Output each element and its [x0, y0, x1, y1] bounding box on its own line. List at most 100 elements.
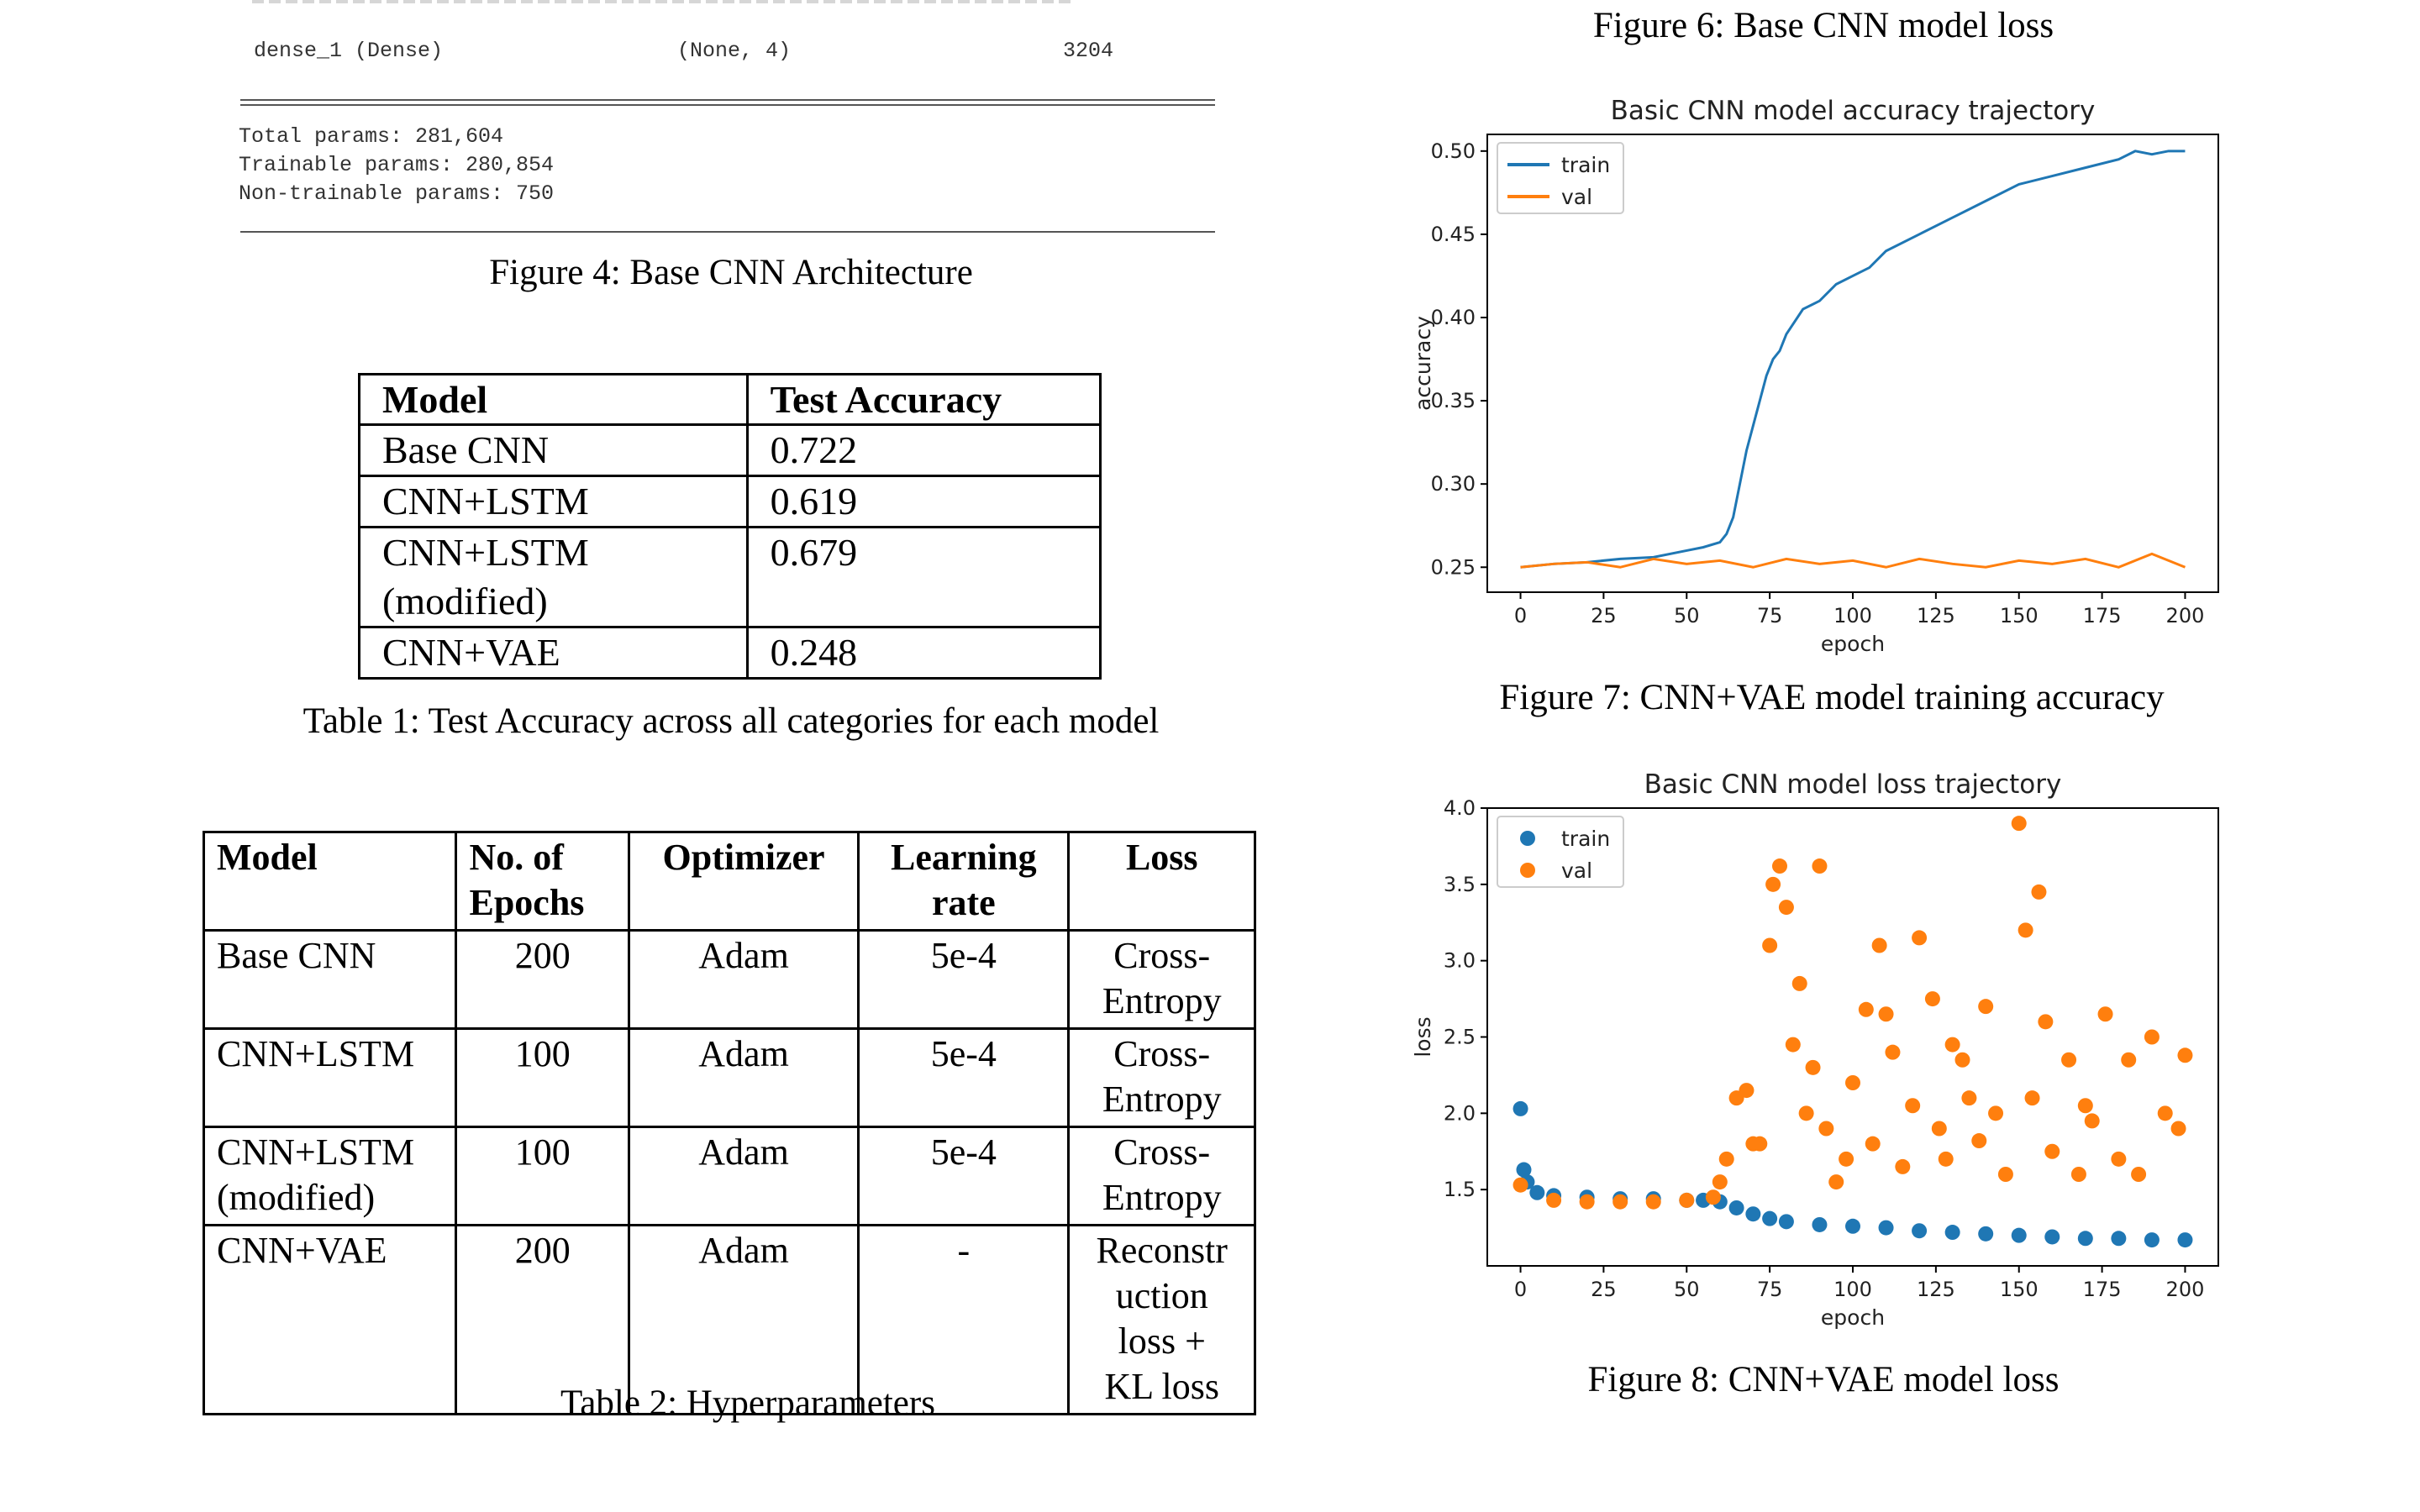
column-header-line2: rate: [931, 882, 996, 923]
data-point-val: [1765, 876, 1781, 892]
table-header-row: Model Test Accuracy: [358, 373, 1102, 426]
y-tick-label: 3.0: [1444, 949, 1476, 973]
data-point-train: [1728, 1200, 1744, 1215]
data-point-val: [1579, 1194, 1595, 1210]
loss-trajectory-chart: Basic CNN model loss trajectory 0 25 50 75 10…: [1412, 769, 2219, 1330]
table-2-caption: Table 2: Hyperparameters: [560, 1383, 935, 1423]
data-point-val: [1546, 1192, 1562, 1208]
data-point-val: [2061, 1052, 2077, 1068]
data-point-val: [1739, 1083, 1754, 1099]
chart-title: Basic CNN model loss trajectory: [1644, 769, 2062, 800]
x-tick-label: 100: [1833, 604, 1872, 627]
model-cell: CNN+LSTM: [382, 480, 589, 522]
loss-cell-line2: Entropy: [1102, 1079, 1222, 1120]
x-tick-label: 200: [2166, 604, 2205, 627]
data-point-train: [1812, 1216, 1828, 1232]
data-point-val: [2111, 1151, 2127, 1167]
data-point-val: [2018, 922, 2033, 938]
data-point-train: [2011, 1227, 2027, 1243]
x-tick-label: 150: [2000, 1278, 2039, 1301]
lr-cell: -: [857, 1224, 1071, 1415]
data-point-val: [1895, 1158, 1911, 1174]
data-point-val: [1961, 1090, 1977, 1106]
figure-8-caption: Figure 8: CNN+VAE model loss: [1587, 1360, 2060, 1399]
data-point-val: [1762, 937, 1778, 953]
table-row: Base CNN 0.722: [358, 423, 1102, 477]
data-point-val: [2177, 1047, 2193, 1063]
accuracy-trajectory-chart: Basic CNN model accuracy trajectory 0 25 50…: [1412, 96, 2219, 656]
x-tick-label: 25: [1591, 1278, 1617, 1301]
data-point-train: [1529, 1184, 1545, 1200]
series-line-val: [1520, 552, 2186, 569]
summary-double-rule: [240, 99, 1215, 106]
figure-6-caption: Figure 6: Base CNN model loss: [1592, 6, 2054, 45]
x-tick-label: 175: [2083, 604, 2122, 627]
optimizer-cell: Adam: [627, 1126, 860, 1226]
data-point-val: [1924, 991, 1940, 1007]
optimizer-cell: Adam: [627, 1224, 860, 1415]
data-point-train: [1745, 1206, 1761, 1222]
data-point-val: [1705, 1189, 1721, 1205]
table-1-caption: Table 1: Test Accuracy across all catego…: [302, 701, 1160, 741]
y-tick-label: 2.5: [1444, 1026, 1476, 1049]
table-row: CNN+LSTM (modified) 0.679: [358, 526, 1102, 628]
y-tick-label: 3.5: [1444, 873, 1476, 896]
y-tick-label: 1.5: [1444, 1178, 1476, 1201]
data-point-val: [1997, 1167, 2013, 1182]
data-point-val: [2011, 816, 2027, 832]
data-point-val: [1785, 1037, 1801, 1053]
model-cell: CNN+VAE: [217, 1230, 387, 1271]
data-point-val: [1818, 1121, 1834, 1137]
y-tick-label: 0.45: [1431, 223, 1476, 246]
x-tick-label: 175: [2083, 1278, 2122, 1301]
data-point-train: [2177, 1232, 2193, 1248]
data-point-val: [1944, 1037, 1960, 1053]
x-tick-label: 0: [1514, 604, 1527, 627]
loss-cell-line2: Entropy: [1102, 980, 1222, 1021]
data-point-train: [1878, 1220, 1894, 1236]
accuracy-cell: 0.248: [745, 626, 1102, 680]
data-point-train: [2044, 1229, 2060, 1245]
x-tick-label: 0: [1514, 1278, 1527, 1301]
data-point-val: [1978, 999, 1994, 1015]
epochs-cell: 100: [455, 1027, 630, 1128]
data-point-val: [1805, 1059, 1821, 1075]
legend-swatch-val: [1520, 863, 1535, 878]
data-point-val: [1812, 858, 1828, 874]
y-tick-label: 4.0: [1444, 796, 1476, 820]
data-point-val: [1988, 1105, 2004, 1121]
data-point-val: [2144, 1029, 2160, 1045]
table-row: CNN+VAE 200 Adam - Reconstr uction loss + K…: [202, 1224, 1256, 1415]
loss-cell: Cross-: [1113, 1131, 1211, 1173]
data-point-train: [1944, 1225, 1960, 1241]
data-point-train: [2077, 1231, 2093, 1247]
table-row: Base CNN 200 Adam 5e-4 Cross- Entropy: [202, 929, 1256, 1030]
y-tick-label: 0.25: [1431, 555, 1476, 579]
series-line-train: [1520, 150, 2186, 569]
data-point-val: [1839, 1151, 1854, 1167]
column-header: No. of: [469, 837, 564, 878]
data-point-val: [2077, 1098, 2093, 1114]
data-point-val: [2031, 884, 2047, 900]
summary-layer-shape: (None, 4): [677, 39, 792, 63]
summary-layer-params: 3204: [1063, 39, 1114, 63]
x-tick-label: 50: [1674, 1278, 1700, 1301]
data-point-val: [1772, 858, 1787, 874]
x-tick-label: 150: [2000, 604, 2039, 627]
data-point-val: [1798, 1105, 1814, 1121]
data-point-val: [1858, 1001, 1874, 1017]
data-point-train: [1516, 1162, 1532, 1178]
data-point-val: [1718, 1151, 1734, 1167]
y-tick-label: 2.0: [1444, 1101, 1476, 1125]
chart-title: Basic CNN model accuracy trajectory: [1611, 96, 2096, 126]
column-header: Model: [358, 373, 749, 426]
x-tick-label: 125: [1917, 1278, 1955, 1301]
test-accuracy-table: Model Test Accuracy Base CNN 0.722 CNN+L…: [358, 373, 1102, 680]
table-row: CNN+VAE 0.248: [358, 626, 1102, 680]
model-cell: Base CNN: [382, 428, 550, 471]
table-header-row: Model No. of Epochs Optimizer Learning rat…: [202, 831, 1256, 932]
trainable-params: Trainable params: 280,854: [239, 153, 555, 177]
x-axis-label: epoch: [1821, 1305, 1885, 1330]
model-cell-line2: (modified): [217, 1177, 376, 1218]
data-point-val: [2038, 1014, 2054, 1030]
